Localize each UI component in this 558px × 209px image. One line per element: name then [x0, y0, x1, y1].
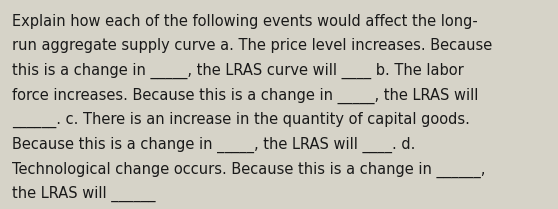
Text: ______. c. There is an increase in the quantity of capital goods.: ______. c. There is an increase in the q… — [12, 112, 470, 129]
Text: the LRAS will ______: the LRAS will ______ — [12, 186, 156, 203]
Text: force increases. Because this is a change in _____, the LRAS will: force increases. Because this is a chang… — [12, 88, 479, 104]
Text: this is a change in _____, the LRAS curve will ____ b. The labor: this is a change in _____, the LRAS curv… — [12, 63, 464, 79]
Text: run aggregate supply curve a. The price level increases. Because: run aggregate supply curve a. The price … — [12, 38, 493, 53]
Text: Because this is a change in _____, the LRAS will ____. d.: Because this is a change in _____, the L… — [12, 137, 416, 153]
Text: Technological change occurs. Because this is a change in ______,: Technological change occurs. Because thi… — [12, 162, 485, 178]
Text: Explain how each of the following events would affect the long-: Explain how each of the following events… — [12, 14, 478, 29]
